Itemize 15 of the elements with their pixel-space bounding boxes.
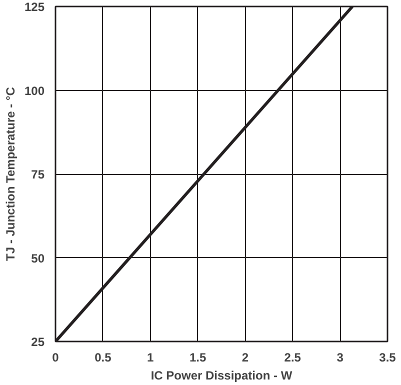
y-tick-label: 25 [31,335,45,349]
y-tick-label: 100 [24,84,45,98]
x-tick-label: 1.5 [189,350,206,364]
y-tick-label: 125 [24,0,45,14]
y-axis-title: TJ - Junction Temperature - °C [3,86,18,261]
x-tick-label: 0.5 [94,350,112,364]
x-tick-label: 0 [52,350,60,364]
y-tick-label: 75 [31,168,45,182]
x-axis-title: IC Power Dissipation - W [150,368,293,382]
x-tick-label: 2 [242,350,249,364]
x-tick-label: 1 [147,350,154,364]
x-tick-label: 3.5 [379,350,396,364]
x-tick-label: 3 [336,350,344,364]
y-tick-label: 50 [31,251,45,266]
x-tick-label: 2.5 [284,350,302,364]
